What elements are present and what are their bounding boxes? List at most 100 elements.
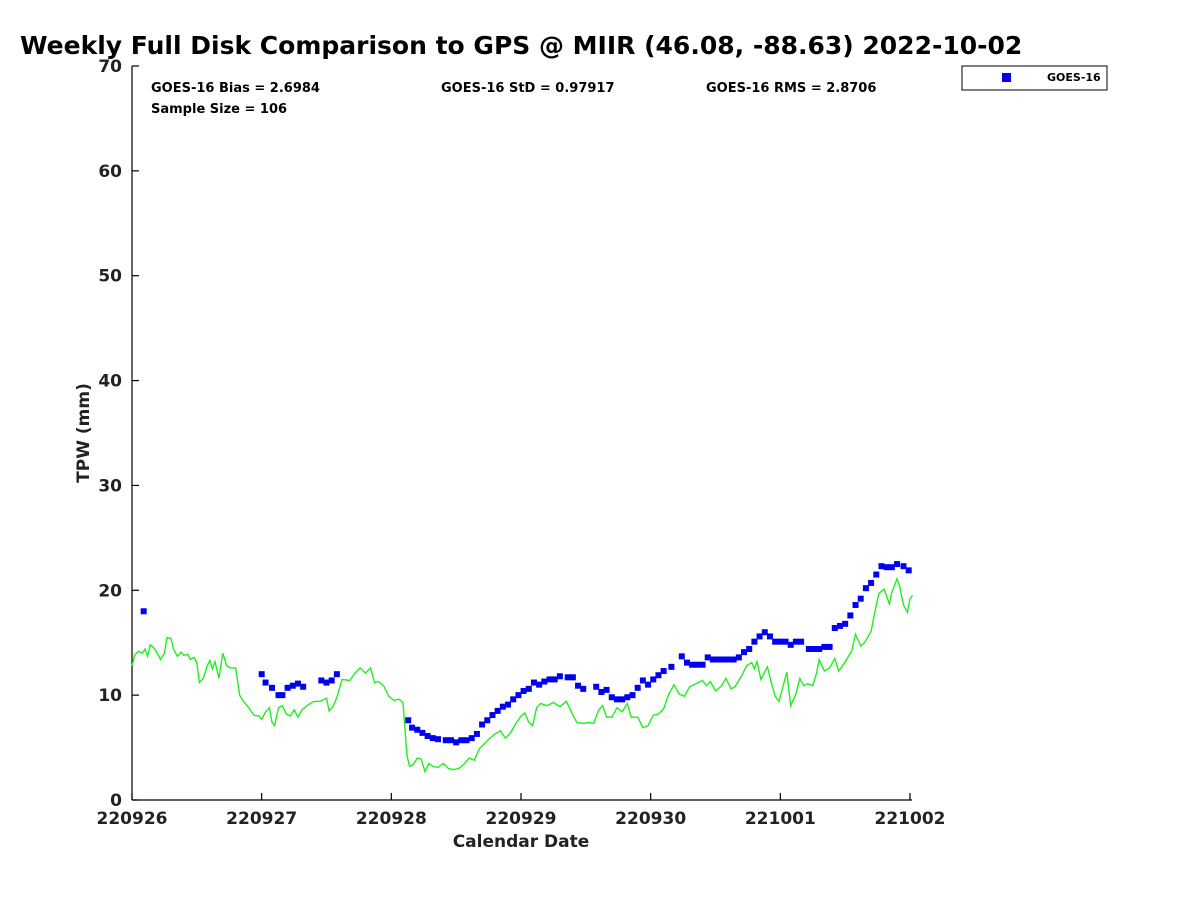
goes-16-point	[878, 563, 885, 570]
legend-box	[961, 65, 1108, 91]
legend-goes-16-label: GOES-16	[1047, 71, 1101, 84]
goes-16-point	[704, 654, 711, 661]
goes-16-point	[300, 683, 307, 690]
x-tick-label: 220927	[226, 809, 297, 829]
goes-16-point	[258, 671, 265, 678]
goes-16-point	[473, 730, 480, 737]
goes-16-point	[746, 646, 753, 653]
y-tick-label: 30	[98, 476, 122, 496]
goes-16-point	[883, 564, 890, 571]
goes-16-point	[530, 679, 537, 686]
goes-16-series	[140, 561, 912, 746]
goes-16-point	[484, 717, 491, 724]
goes-16-point	[318, 677, 325, 684]
goes-16-point	[284, 684, 291, 691]
goes-16-point	[629, 692, 636, 699]
goes-16-point	[551, 676, 558, 683]
goes-16-point	[333, 671, 340, 678]
goes-16-point	[505, 701, 512, 708]
goes-16-point	[709, 656, 716, 663]
rms-stat: GOES-16 RMS = 2.8706	[706, 81, 876, 96]
goes-16-point	[683, 659, 690, 666]
goes-16-point	[323, 679, 330, 686]
y-tick-label: 10	[98, 686, 122, 706]
goes-16-point	[575, 682, 582, 689]
stats-panel: GOES-16 Bias = 2.6984 GOES-16 StD = 0.97…	[151, 81, 876, 117]
goes-16-point	[442, 737, 449, 744]
goes-16-point	[541, 678, 548, 685]
goes-16-point	[580, 685, 587, 692]
x-tick-label: 221001	[745, 809, 816, 829]
goes-16-point	[888, 564, 895, 571]
goes-16-point	[328, 677, 335, 684]
goes-16-point	[494, 707, 501, 714]
x-tick-label: 220928	[356, 809, 427, 829]
goes-16-point	[569, 674, 576, 681]
goes-16-point	[546, 676, 553, 683]
goes-16-point	[405, 717, 412, 724]
goes-16-point	[699, 661, 706, 668]
goes-16-point	[603, 686, 610, 693]
x-tick-label: 221002	[875, 809, 946, 829]
goes-16-point	[499, 703, 506, 710]
goes-16-point	[756, 633, 763, 640]
goes-16-point	[842, 620, 849, 627]
goes-16-point	[468, 735, 475, 742]
goes-16-point	[453, 739, 460, 746]
goes-16-point	[735, 654, 742, 661]
goes-16-point	[414, 726, 421, 733]
goes-16-point	[873, 571, 880, 578]
goes-16-point	[598, 688, 605, 695]
goes-16-point	[619, 696, 626, 703]
goes-16-point	[489, 712, 496, 719]
goes-16-point	[668, 663, 675, 670]
goes-16-point	[826, 643, 833, 650]
y-tick-label: 40	[98, 372, 122, 392]
goes-16-point	[479, 721, 486, 728]
goes-16-point	[140, 608, 147, 615]
x-tick-label: 220930	[615, 809, 686, 829]
goes-16-point	[409, 724, 416, 731]
x-axis-label: Calendar Date	[453, 832, 590, 852]
goes-16-point	[678, 653, 685, 660]
legend-goes-16-marker	[1002, 73, 1011, 82]
goes-16-point	[720, 656, 727, 663]
goes-16-point	[689, 661, 696, 668]
goes-16-point	[424, 733, 431, 740]
goes-16-point	[816, 646, 823, 653]
goes-16-point	[279, 692, 286, 699]
goes-16-point	[556, 673, 563, 680]
y-tick-label: 70	[98, 57, 122, 77]
goes-16-point	[694, 661, 701, 668]
goes-16-point	[782, 638, 789, 645]
goes-16-point	[836, 622, 843, 629]
y-axis-label: TPW (mm)	[74, 383, 94, 483]
goes-16-point	[741, 649, 748, 656]
goes-16-point	[857, 595, 864, 602]
gps-series	[131, 576, 914, 774]
goes-16-point	[715, 656, 722, 663]
y-tick-label: 60	[98, 162, 122, 182]
goes-16-point	[847, 612, 854, 619]
goes-16-point	[894, 561, 901, 568]
goes-16-point	[608, 694, 615, 701]
bias-stat: GOES-16 Bias = 2.6984	[151, 81, 320, 96]
goes-16-point	[435, 736, 442, 743]
goes-16-point	[269, 684, 276, 691]
goes-16-point	[730, 656, 737, 663]
goes-16-point	[660, 668, 667, 675]
goes-16-point	[655, 672, 662, 679]
y-ticks: 0 10 20 30 40 50 60 70	[98, 57, 139, 811]
goes-16-point	[725, 656, 732, 663]
goes-16-point	[639, 677, 646, 684]
y-tick-label: 50	[98, 267, 122, 287]
goes-16-point	[900, 563, 907, 570]
goes-16-point	[787, 641, 794, 648]
goes-16-point	[905, 567, 912, 574]
goes-16-point	[593, 683, 600, 690]
goes-16-point	[868, 579, 875, 586]
goes-16-point	[564, 674, 571, 681]
goes-16-point	[761, 629, 768, 636]
goes-16-point	[751, 638, 758, 645]
